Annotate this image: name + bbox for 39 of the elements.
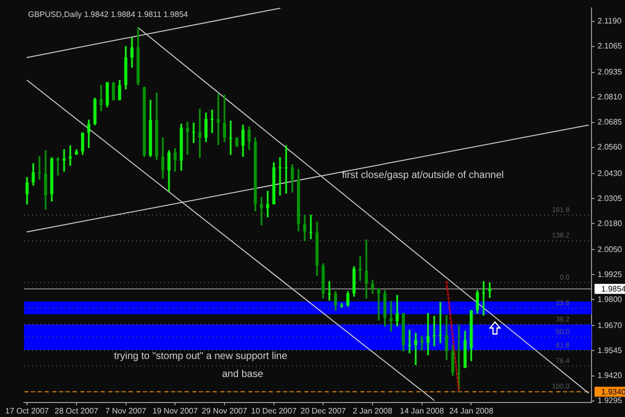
x-tick-label: 10 Dec 2007: [251, 406, 298, 416]
candlestick: [38, 156, 41, 180]
annotation: trying to "stomp out" a new support line: [114, 350, 288, 362]
x-tick-label: 17 Oct 2007: [5, 406, 50, 416]
y-tick-label: 1.9420: [598, 370, 623, 380]
candlestick: [278, 157, 282, 196]
x-tick-label: 28 Oct 2007: [54, 406, 99, 416]
x-tick-label: 7 Nov 2007: [105, 406, 147, 416]
chart-title: GBPUSD,Daily 1.9842 1.9884 1.9811 1.9854: [28, 10, 189, 20]
candlestick: [186, 122, 189, 155]
x-tick-label: 24 Jan 2008: [449, 406, 494, 416]
candlestick: [426, 312, 430, 356]
y-tick-label: 2.0935: [598, 68, 623, 77]
x-tick-label: 14 Jan 2008: [400, 406, 444, 416]
x-tick-label: 19 Nov 2007: [152, 406, 198, 416]
candlestick: [56, 157, 60, 176]
y-tick-label: 1.9925: [598, 270, 623, 279]
candlestick: [260, 196, 263, 226]
y-tick-label: 2.0560: [598, 142, 623, 152]
y-tick-label: 2.0305: [598, 194, 623, 203]
y-tick-label: 2.1190: [598, 16, 622, 26]
annotation: first close/gasp at/outside of channel: [342, 170, 504, 181]
y-tick-label: 2.0050: [598, 244, 623, 254]
y-tick-label: 1.9295: [598, 396, 623, 405]
y-tick-label: 2.0430: [598, 168, 623, 178]
y-tick-label: 1.9670: [598, 320, 623, 330]
y-tick-label: 2.0685: [598, 118, 623, 127]
y-tick-label: 1.9800: [598, 294, 623, 304]
candlestick: [408, 330, 412, 354]
y-tick-label: 1.9545: [598, 346, 623, 355]
y-tick-label: 2.0180: [598, 218, 623, 228]
y-tick-label: 2.1065: [598, 42, 623, 51]
x-tick-label: 20 Dec 2007: [300, 406, 346, 416]
annotation: and base: [222, 368, 264, 380]
candlestick: [390, 300, 393, 332]
candlestick: [482, 281, 486, 316]
x-tick-label: 2 Jan 2008: [352, 406, 393, 416]
y-tick-label: 2.0810: [598, 92, 623, 102]
x-tick-label: 29 Nov 2007: [202, 406, 248, 416]
